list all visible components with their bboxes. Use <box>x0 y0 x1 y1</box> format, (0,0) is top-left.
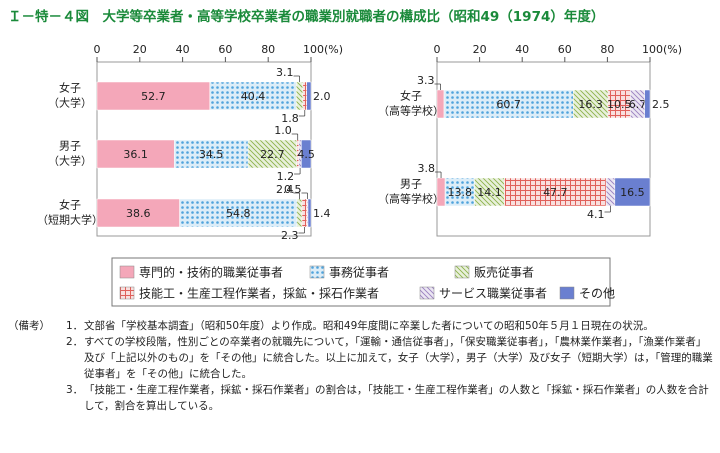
legend-label: 販売従事者 <box>474 265 534 280</box>
note-number: 2． <box>66 336 84 348</box>
notes: （備考） 1． 文部省「学校基本調査」（昭和50年度）より作成。昭和49年度間に卒業… <box>8 318 713 414</box>
bar-segment <box>174 139 249 169</box>
x-tick-label: 40 <box>176 43 190 56</box>
legend-swatch <box>454 265 470 279</box>
legend-label: 事務従事者 <box>329 266 389 280</box>
value-label: 2.4 <box>276 183 294 196</box>
bar-segment <box>436 89 445 119</box>
legend-label: 技能工・生産工程作業者，採鉱・採石作業者 <box>139 286 379 301</box>
legend-label: その他 <box>579 287 615 301</box>
x-tick-label: 60 <box>218 43 232 56</box>
plot-frame <box>436 61 651 237</box>
category-label: 女子（大学） <box>48 81 92 110</box>
value-label: 3.3 <box>417 74 435 87</box>
value-label: 1.2 <box>277 170 295 183</box>
bar-segment <box>307 198 312 228</box>
bar-segment <box>644 89 651 119</box>
value-label: 38.6 <box>126 207 151 220</box>
x-tick-label: 100(%) <box>642 43 682 56</box>
bar-segment <box>443 89 574 119</box>
bar-segment <box>179 198 298 228</box>
value-label: 60.7 <box>496 98 521 111</box>
legend-frame <box>111 257 611 307</box>
bar-segment <box>296 198 303 228</box>
bar-segment <box>436 177 446 207</box>
value-label: 16.5 <box>620 186 645 199</box>
legend-swatch <box>419 286 435 300</box>
category-label: 男子（高等学校） <box>378 178 444 206</box>
note: 2． すべての学校段階，性別ごとの卒業者の就職先について，「運輸・通信従事者」，「… <box>8 334 713 382</box>
category-label: 女子（短期大学） <box>37 198 103 227</box>
value-label: 54.8 <box>226 207 251 220</box>
bar-segment <box>295 81 304 111</box>
value-label: 1.8 <box>281 112 299 125</box>
value-label: 10.5 <box>607 98 632 111</box>
category-label: 女子（高等学校） <box>378 89 444 118</box>
x-tick-label: 40 <box>515 43 529 56</box>
bar-segment <box>444 177 475 207</box>
value-label: 34.5 <box>199 148 224 161</box>
note-text: 文部省「学校基本調査」（昭和50年度）より作成。昭和49年度間に卒業した者につい… <box>84 320 654 332</box>
value-label: 6.7 <box>629 98 647 111</box>
bar-segment <box>301 139 312 169</box>
legend-label: 専門的・技術的職業従事者 <box>139 265 283 280</box>
value-label: 2.0 <box>313 90 331 103</box>
note-number: 1． <box>66 320 84 332</box>
notes-label: （備考） <box>8 320 50 332</box>
value-label: 3.1 <box>276 66 294 79</box>
x-tick-label: 100(%) <box>303 43 343 56</box>
x-tick-label: 60 <box>558 43 572 56</box>
value-label: 0.5 <box>284 183 302 196</box>
bar-segment <box>474 177 505 207</box>
note-text: すべての学校段階，性別ごとの卒業者の就職先について，「運輸・通信従事者」，「保安… <box>84 336 713 380</box>
x-tick-label: 20 <box>133 43 147 56</box>
bar-segment <box>96 139 175 169</box>
value-label: 16.3 <box>578 98 603 111</box>
value-label: 3.8 <box>418 162 436 175</box>
note-number: 3． <box>66 384 84 396</box>
x-tick-label: 0 <box>434 43 441 56</box>
bar-segment <box>302 81 307 111</box>
value-label: 36.1 <box>123 148 148 161</box>
notes-label <box>8 382 66 414</box>
bar-segment <box>504 177 607 207</box>
value-label: 14.1 <box>477 186 502 199</box>
value-label: 2.5 <box>652 98 670 111</box>
value-label: 4.5 <box>297 148 315 161</box>
bar-segment <box>605 177 616 207</box>
x-tick-label: 0 <box>94 43 101 56</box>
legend-swatch <box>119 286 135 300</box>
value-label: 52.7 <box>141 90 166 103</box>
bar-segment <box>247 139 297 169</box>
value-label: 1.4 <box>313 207 331 220</box>
legend-swatch <box>309 265 325 279</box>
category-label: 男子（大学） <box>48 140 92 168</box>
title: Ｉ－特－４図 大学等卒業者・高等学校卒業者の職業別就職者の構成比（昭和49（19… <box>8 9 605 25</box>
note: 3． 「技能工・生産工程作業者，採鉱・採石作業者」の割合は，「技能工・生産工程作業… <box>8 382 713 414</box>
legend-swatch <box>119 265 135 279</box>
value-label: 1.0 <box>274 124 292 137</box>
value-label: 22.7 <box>260 148 285 161</box>
x-tick-label: 80 <box>261 43 275 56</box>
bar-segment <box>96 198 180 228</box>
x-tick-label: 80 <box>600 43 614 56</box>
x-tick-label: 20 <box>473 43 487 56</box>
bar-segment <box>301 198 308 228</box>
legend-swatch <box>559 286 575 300</box>
bar-segment <box>573 89 609 119</box>
value-label: 13.8 <box>448 186 473 199</box>
value-label: 40.4 <box>241 90 266 103</box>
bar-segment <box>614 177 651 207</box>
value-label: 47.7 <box>543 186 568 199</box>
note-text: 「技能工・生産工程作業者，採鉱・採石作業者」の割合は，「技能工・生産工程作業者」… <box>84 384 709 412</box>
bar-segment <box>306 81 312 111</box>
value-label: 2.3 <box>281 229 299 242</box>
value-label: 4.1 <box>587 208 605 221</box>
legend-label: サービス職業従事者 <box>439 287 547 301</box>
note: （備考） 1． 文部省「学校基本調査」（昭和50年度）より作成。昭和49年度間に卒業… <box>8 318 713 334</box>
notes-label <box>8 334 66 382</box>
